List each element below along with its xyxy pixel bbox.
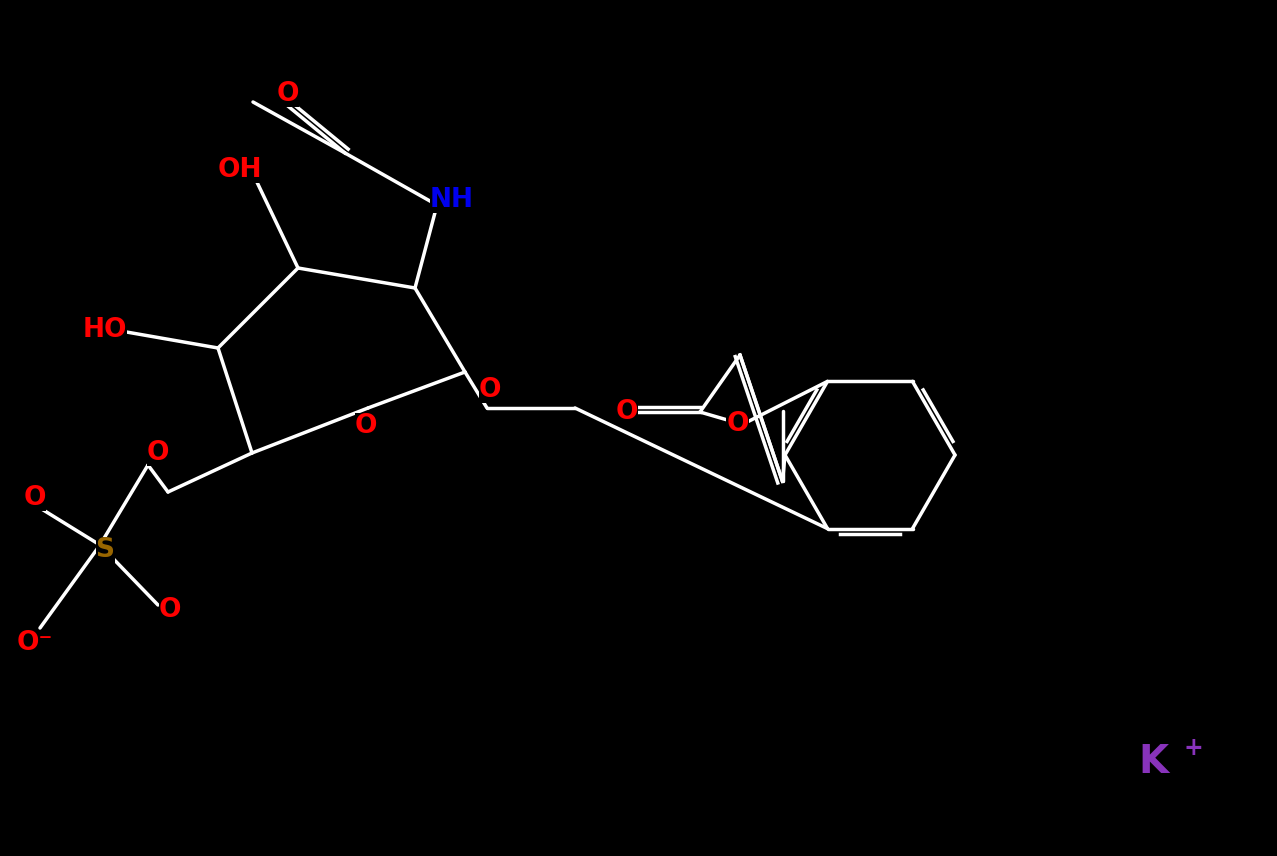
- Text: O: O: [147, 440, 170, 466]
- Text: S: S: [96, 537, 115, 563]
- Text: K: K: [1138, 743, 1168, 781]
- Text: NH: NH: [430, 187, 474, 213]
- Text: O: O: [479, 377, 502, 403]
- Text: +: +: [1183, 736, 1203, 760]
- Text: OH: OH: [218, 157, 262, 183]
- Text: O: O: [24, 485, 46, 511]
- Text: O: O: [277, 81, 299, 107]
- Text: O⁻: O⁻: [17, 630, 54, 656]
- Text: O: O: [355, 413, 377, 439]
- Text: HO: HO: [83, 317, 128, 343]
- Text: O: O: [727, 412, 748, 437]
- Text: O: O: [616, 399, 638, 425]
- Text: O: O: [158, 597, 181, 623]
